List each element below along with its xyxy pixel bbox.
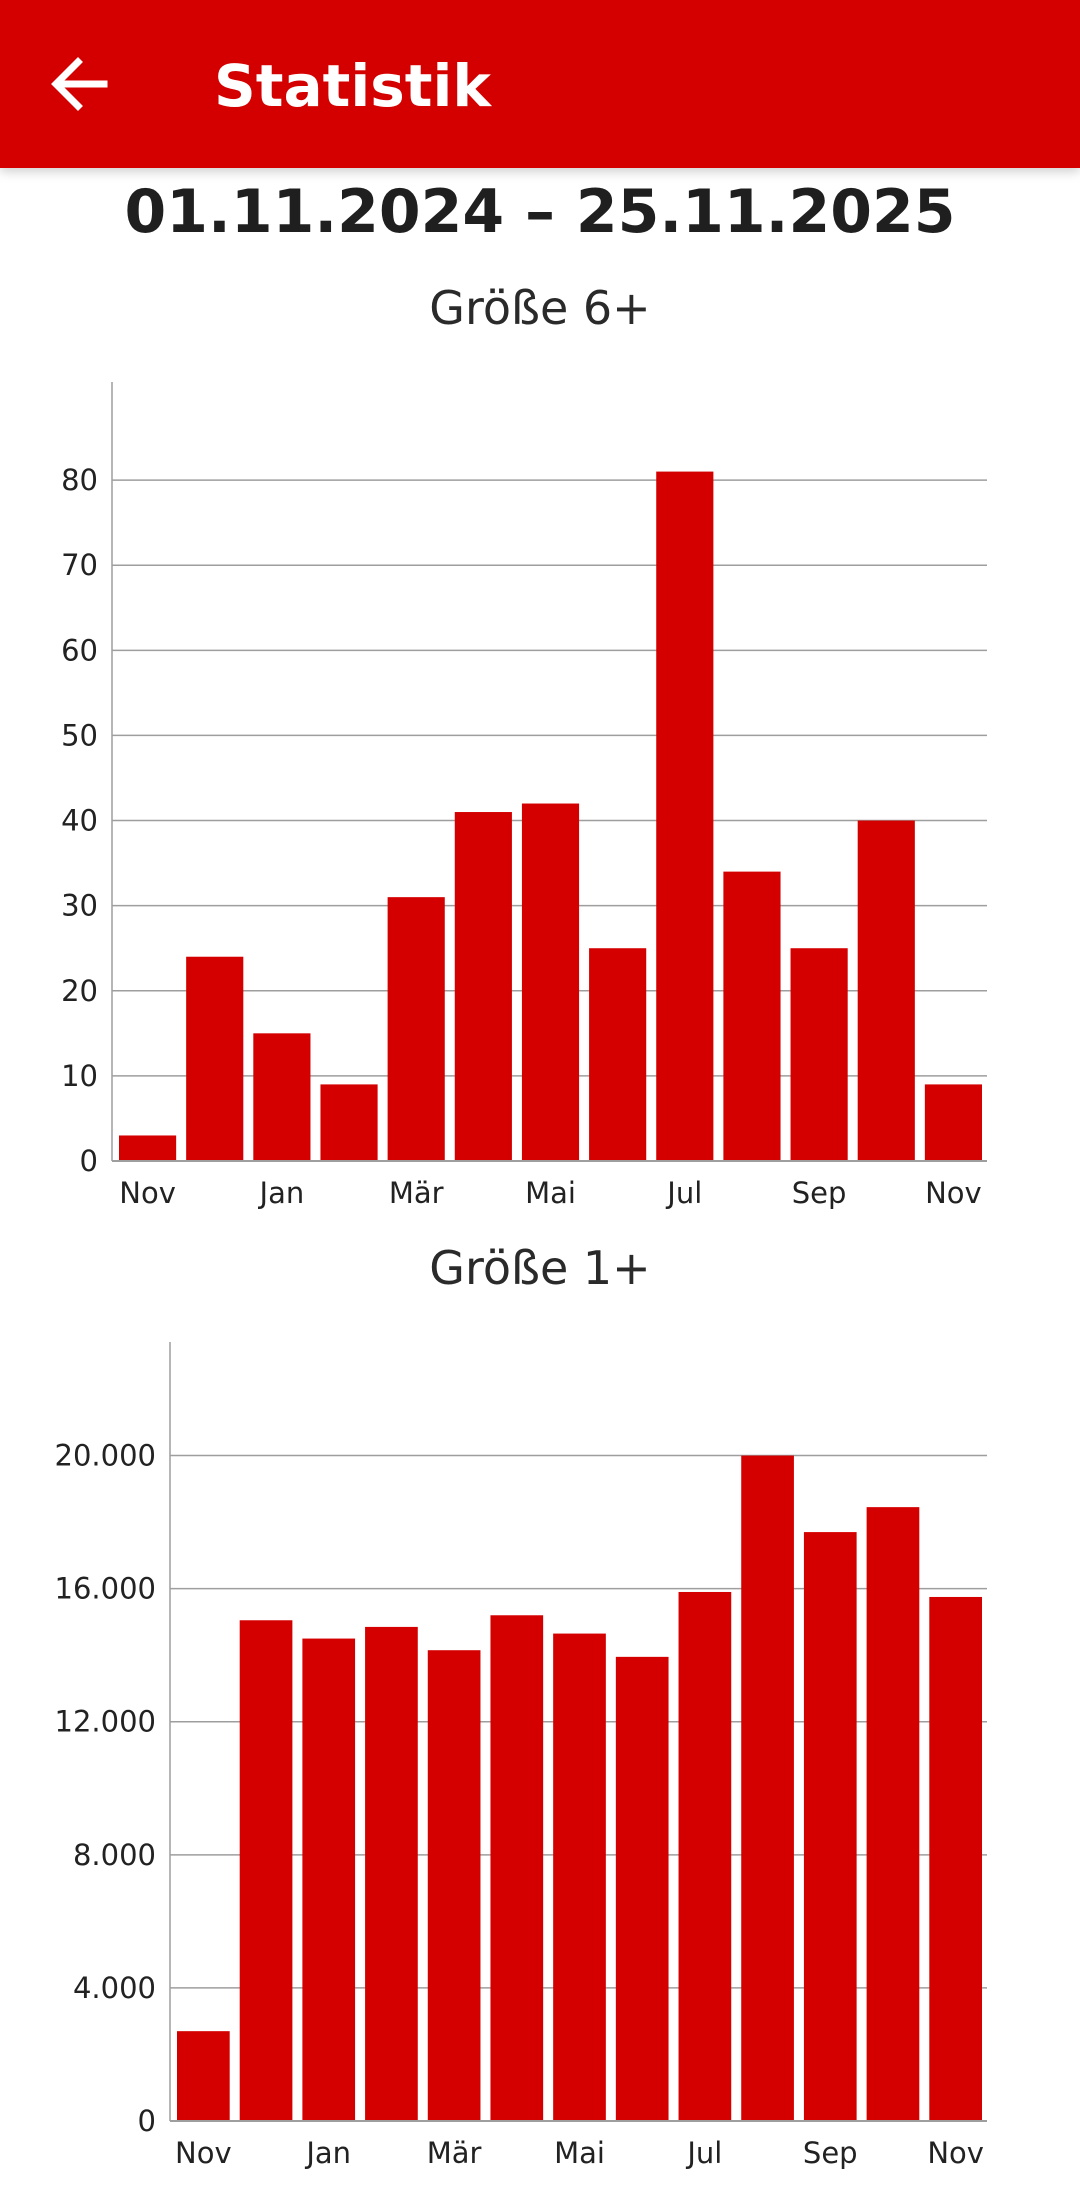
x-tick-label: Mär bbox=[427, 2136, 482, 2170]
bar-jun-7 bbox=[615, 1656, 669, 2121]
y-tick-label: 60 bbox=[61, 633, 98, 667]
x-tick-label: Jul bbox=[685, 2136, 722, 2170]
bar-nov-12 bbox=[924, 1084, 982, 1161]
bar-apr-5 bbox=[454, 812, 512, 1161]
bar-mär-4 bbox=[387, 897, 445, 1161]
bar-jan-2 bbox=[302, 1638, 356, 2121]
x-tick-label: Jan bbox=[258, 1176, 305, 1210]
y-tick-label: 40 bbox=[61, 804, 98, 838]
bar-nov-0 bbox=[177, 2031, 230, 2121]
y-tick-label: 0 bbox=[80, 1144, 98, 1178]
bar-sep-10 bbox=[803, 1532, 857, 2121]
bar-feb-3 bbox=[320, 1084, 378, 1161]
y-tick-label: 30 bbox=[61, 889, 98, 923]
y-tick-label: 12.000 bbox=[55, 1705, 156, 1739]
bar-feb-3 bbox=[365, 1626, 418, 2121]
x-tick-label: Nov bbox=[925, 1176, 982, 1210]
bar-mai-6 bbox=[521, 803, 580, 1161]
chart-title-size-6: Größe 6+ bbox=[429, 281, 651, 335]
x-tick-label: Jul bbox=[665, 1176, 702, 1210]
y-tick-label: 4.000 bbox=[73, 1971, 156, 2005]
x-tick-label: Jan bbox=[304, 2136, 351, 2170]
x-tick-label: Nov bbox=[175, 2136, 232, 2170]
bar-jul-8 bbox=[678, 1591, 732, 2121]
bar-chart-size-6: 0 10 20 30 40 50 60 70 80 Nov Jan Mär Mai Jul Sep Nov bbox=[61, 382, 987, 1210]
x-tick-label: Mai bbox=[525, 1176, 576, 1210]
y-tick-label: 80 bbox=[61, 463, 98, 497]
x-tick-label: Nov bbox=[927, 2136, 984, 2170]
x-tick-label: Mai bbox=[554, 2136, 605, 2170]
bar-mai-6 bbox=[553, 1633, 606, 2121]
x-tick-label: Mär bbox=[389, 1176, 444, 1210]
y-tick-label: 50 bbox=[61, 718, 98, 752]
y-tick-label: 20.000 bbox=[55, 1439, 156, 1473]
y-tick-label: 0 bbox=[138, 2104, 156, 2138]
bar-jul-8 bbox=[656, 471, 714, 1161]
bar-aug-9 bbox=[741, 1455, 794, 2121]
bar-apr-5 bbox=[490, 1615, 544, 2121]
x-tick-label: Nov bbox=[119, 1176, 176, 1210]
y-tick-label: 8.000 bbox=[73, 1838, 156, 1872]
chart-title-size-1: Größe 1+ bbox=[429, 1241, 651, 1295]
bar-chart-size-1: 0 4.000 8.000 12.000 16.000 20.000 Nov Jan Mär Ma… bbox=[55, 1342, 987, 2170]
bar-jan-2 bbox=[253, 1033, 311, 1161]
app-bar: Statistik bbox=[0, 0, 1080, 168]
bar-nov-0 bbox=[119, 1135, 177, 1161]
bar-dez-1 bbox=[186, 956, 244, 1161]
bar-jun-7 bbox=[589, 948, 647, 1161]
date-range: 01.11.2024 – 25.11.2025 bbox=[124, 177, 956, 247]
bar-nov-12 bbox=[929, 1596, 982, 2121]
y-tick-label: 10 bbox=[61, 1059, 98, 1093]
bar-okt-11 bbox=[866, 1507, 920, 2121]
y-tick-label: 70 bbox=[61, 548, 98, 582]
back-button[interactable] bbox=[40, 44, 128, 124]
x-tick-label: Sep bbox=[792, 1176, 847, 1210]
x-tick-label: Sep bbox=[803, 2136, 858, 2170]
bar-sep-10 bbox=[790, 948, 848, 1161]
arrow-left-icon bbox=[51, 57, 108, 111]
bar-dez-1 bbox=[239, 1620, 293, 2121]
page-title: Statistik bbox=[214, 52, 491, 120]
y-tick-label: 20 bbox=[61, 974, 98, 1008]
y-tick-label: 16.000 bbox=[55, 1572, 156, 1606]
bar-okt-11 bbox=[857, 820, 915, 1161]
bar-mär-4 bbox=[427, 1650, 481, 2121]
bar-aug-9 bbox=[723, 871, 781, 1161]
